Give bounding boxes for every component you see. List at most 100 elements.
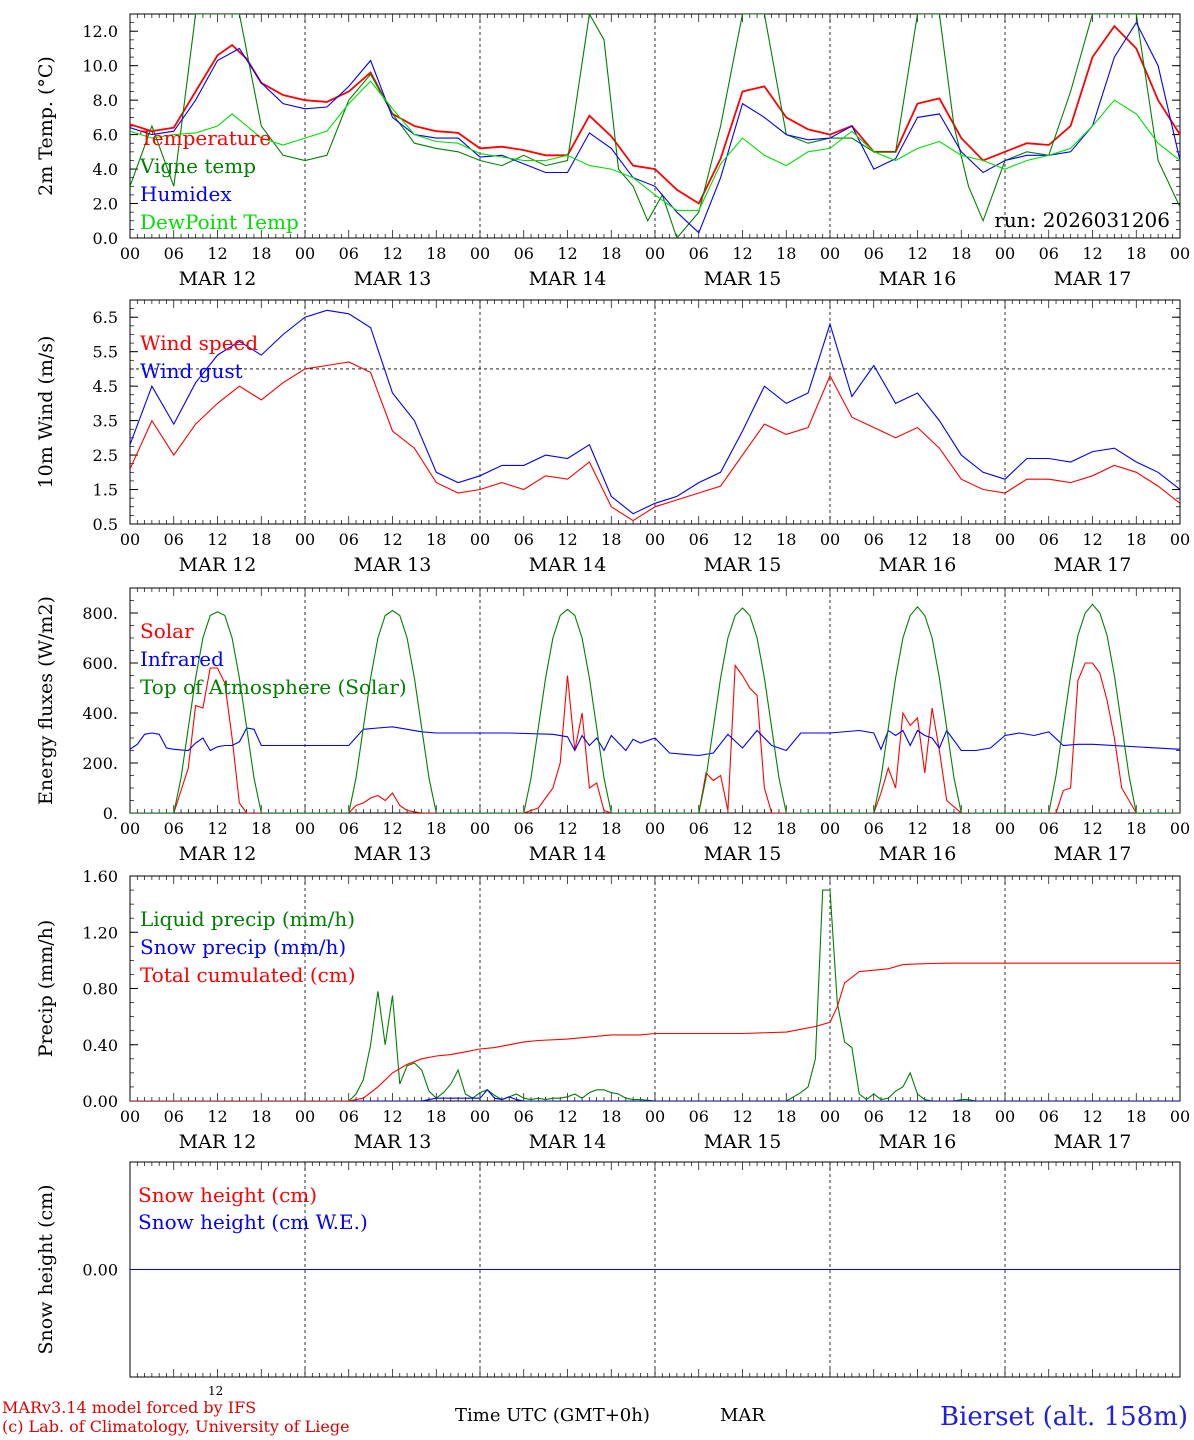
y-tick-label: 6.5 xyxy=(93,308,118,327)
x-hour-label: 00 xyxy=(295,819,315,838)
x-hour-label: 18 xyxy=(1126,530,1146,549)
x-date-label: MAR 15 xyxy=(704,268,782,290)
y-tick-label: 8.0 xyxy=(93,91,118,110)
y-axis-label: Precip (mm/h) xyxy=(35,920,57,1058)
x-hour-label: 12 xyxy=(382,1107,402,1126)
x-hour-label: 18 xyxy=(951,530,971,549)
x-date-label: MAR 15 xyxy=(704,554,782,576)
x-hour-label: 18 xyxy=(426,530,446,549)
legend-entry: DewPoint Temp xyxy=(140,210,299,234)
x-date-label: MAR 15 xyxy=(704,843,782,865)
y-tick-label: 4.0 xyxy=(93,160,118,179)
x-hour-label: 18 xyxy=(601,244,621,263)
tiny-hour-label: 12 xyxy=(208,1384,224,1398)
x-hour-label: 18 xyxy=(426,244,446,263)
x-hour-label: 00 xyxy=(470,1107,490,1126)
x-hour-label: 00 xyxy=(120,244,140,263)
x-hour-label: 12 xyxy=(207,244,227,263)
x-hour-label: 00 xyxy=(470,819,490,838)
x-hour-label: 12 xyxy=(907,1107,927,1126)
plot-frame xyxy=(129,587,1181,814)
x-hour-label: 06 xyxy=(1039,244,1059,263)
x-date-label: MAR 12 xyxy=(179,554,257,576)
x-hour-label: 06 xyxy=(164,530,184,549)
legend-entry: Vigne temp xyxy=(139,154,256,178)
y-tick-label: 6.0 xyxy=(93,126,118,145)
x-hour-label: 06 xyxy=(689,1107,709,1126)
x-hour-label: 00 xyxy=(645,530,665,549)
y-tick-label: 800. xyxy=(82,604,118,623)
series-temperature xyxy=(130,24,1180,205)
x-hour-label: 12 xyxy=(732,530,752,549)
x-hour-label: 06 xyxy=(339,530,359,549)
y-tick-label: 0.0 xyxy=(93,229,118,248)
x-hour-label: 12 xyxy=(557,1107,577,1126)
x-hour-label: 12 xyxy=(907,244,927,263)
x-hour-label: 18 xyxy=(1126,819,1146,838)
x-hour-label: 00 xyxy=(820,244,840,263)
x-hour-label: 18 xyxy=(426,1107,446,1126)
series-vigne-temp xyxy=(130,14,1180,238)
x-hour-label: 18 xyxy=(251,244,271,263)
x-hour-label: 12 xyxy=(382,819,402,838)
model-credit: MARv3.14 model forced by IFS xyxy=(2,1398,257,1417)
x-hour-label: 12 xyxy=(557,244,577,263)
x-date-label: MAR 16 xyxy=(879,554,957,576)
x-hour-label: 06 xyxy=(164,819,184,838)
x-hour-label: 06 xyxy=(339,1107,359,1126)
x-hour-label: 00 xyxy=(1170,819,1190,838)
x-date-label: MAR 16 xyxy=(879,1131,957,1153)
site-label: Bierset (alt. 158m) xyxy=(939,1402,1188,1432)
plot-frame xyxy=(129,299,1181,525)
y-tick-label: 200. xyxy=(82,754,118,773)
y-tick-label: 3.5 xyxy=(93,412,118,431)
y-tick-label: 2.0 xyxy=(93,195,118,214)
y-tick-label: 0.5 xyxy=(93,515,118,534)
x-hour-label: 12 xyxy=(732,244,752,263)
x-hour-label: 06 xyxy=(864,1107,884,1126)
x-hour-label: 06 xyxy=(1039,530,1059,549)
x-hour-label: 18 xyxy=(776,1107,796,1126)
x-date-label: MAR 13 xyxy=(354,268,432,290)
x-hour-label: 00 xyxy=(120,1107,140,1126)
x-hour-label: 12 xyxy=(1082,1107,1102,1126)
x-hour-label: 00 xyxy=(1170,1107,1190,1126)
y-tick-label: 0.40 xyxy=(82,1036,118,1055)
x-hour-label: 06 xyxy=(689,819,709,838)
panel-3: 0. 200. 400. 600. 800. Energy fluxes (W/m2) 00… xyxy=(35,587,1190,865)
x-hour-label: 00 xyxy=(295,1107,315,1126)
panel-2: 0.5 1.5 2.5 3.5 4.5 5.5 6.5 10m Wind (m/s) 00 06 1… xyxy=(35,299,1190,576)
x-hour-label: 06 xyxy=(864,530,884,549)
x-hour-label: 12 xyxy=(732,819,752,838)
y-tick-label: 4.5 xyxy=(93,377,118,396)
x-hour-label: 06 xyxy=(1039,1107,1059,1126)
x-date-label: MAR 17 xyxy=(1054,843,1132,865)
series-infrared xyxy=(130,726,1180,757)
x-hour-label: 00 xyxy=(820,530,840,549)
panel-5: 0.00 Snow height (cm) Snow height (cm) Snow… xyxy=(35,1161,1181,1378)
x-hour-label: 06 xyxy=(689,530,709,549)
x-hour-label: 12 xyxy=(557,819,577,838)
y-tick-label: 0.00 xyxy=(82,1261,118,1280)
series-dewpoint-temp xyxy=(130,80,1180,211)
series-wind-speed xyxy=(130,361,1180,522)
x-date-label: MAR 14 xyxy=(529,1131,607,1153)
x-hour-label: 12 xyxy=(382,530,402,549)
panel-1: 0.0 2.0 4.0 6.0 8.0 10.0 12.0 2m Temp. (°C) 00 06… xyxy=(35,13,1190,290)
x-hour-label: 06 xyxy=(164,1107,184,1126)
x-hour-label: 18 xyxy=(251,819,271,838)
legend-entry: Temperature xyxy=(140,126,271,150)
x-hour-label: 12 xyxy=(557,530,577,549)
x-date-label: MAR 17 xyxy=(1054,1131,1132,1153)
y-tick-label: 1.60 xyxy=(82,867,118,886)
x-hour-label: 00 xyxy=(820,819,840,838)
month-label: MAR xyxy=(720,1405,765,1426)
x-hour-label: 06 xyxy=(864,244,884,263)
x-hour-label: 18 xyxy=(776,244,796,263)
x-hour-label: 00 xyxy=(470,530,490,549)
y-tick-label: 12.0 xyxy=(82,22,118,41)
legend-entry: Top of Atmosphere (Solar) xyxy=(140,675,407,699)
x-hour-label: 00 xyxy=(120,530,140,549)
x-date-label: MAR 15 xyxy=(704,1131,782,1153)
legend-entry: Wind speed xyxy=(140,331,258,355)
